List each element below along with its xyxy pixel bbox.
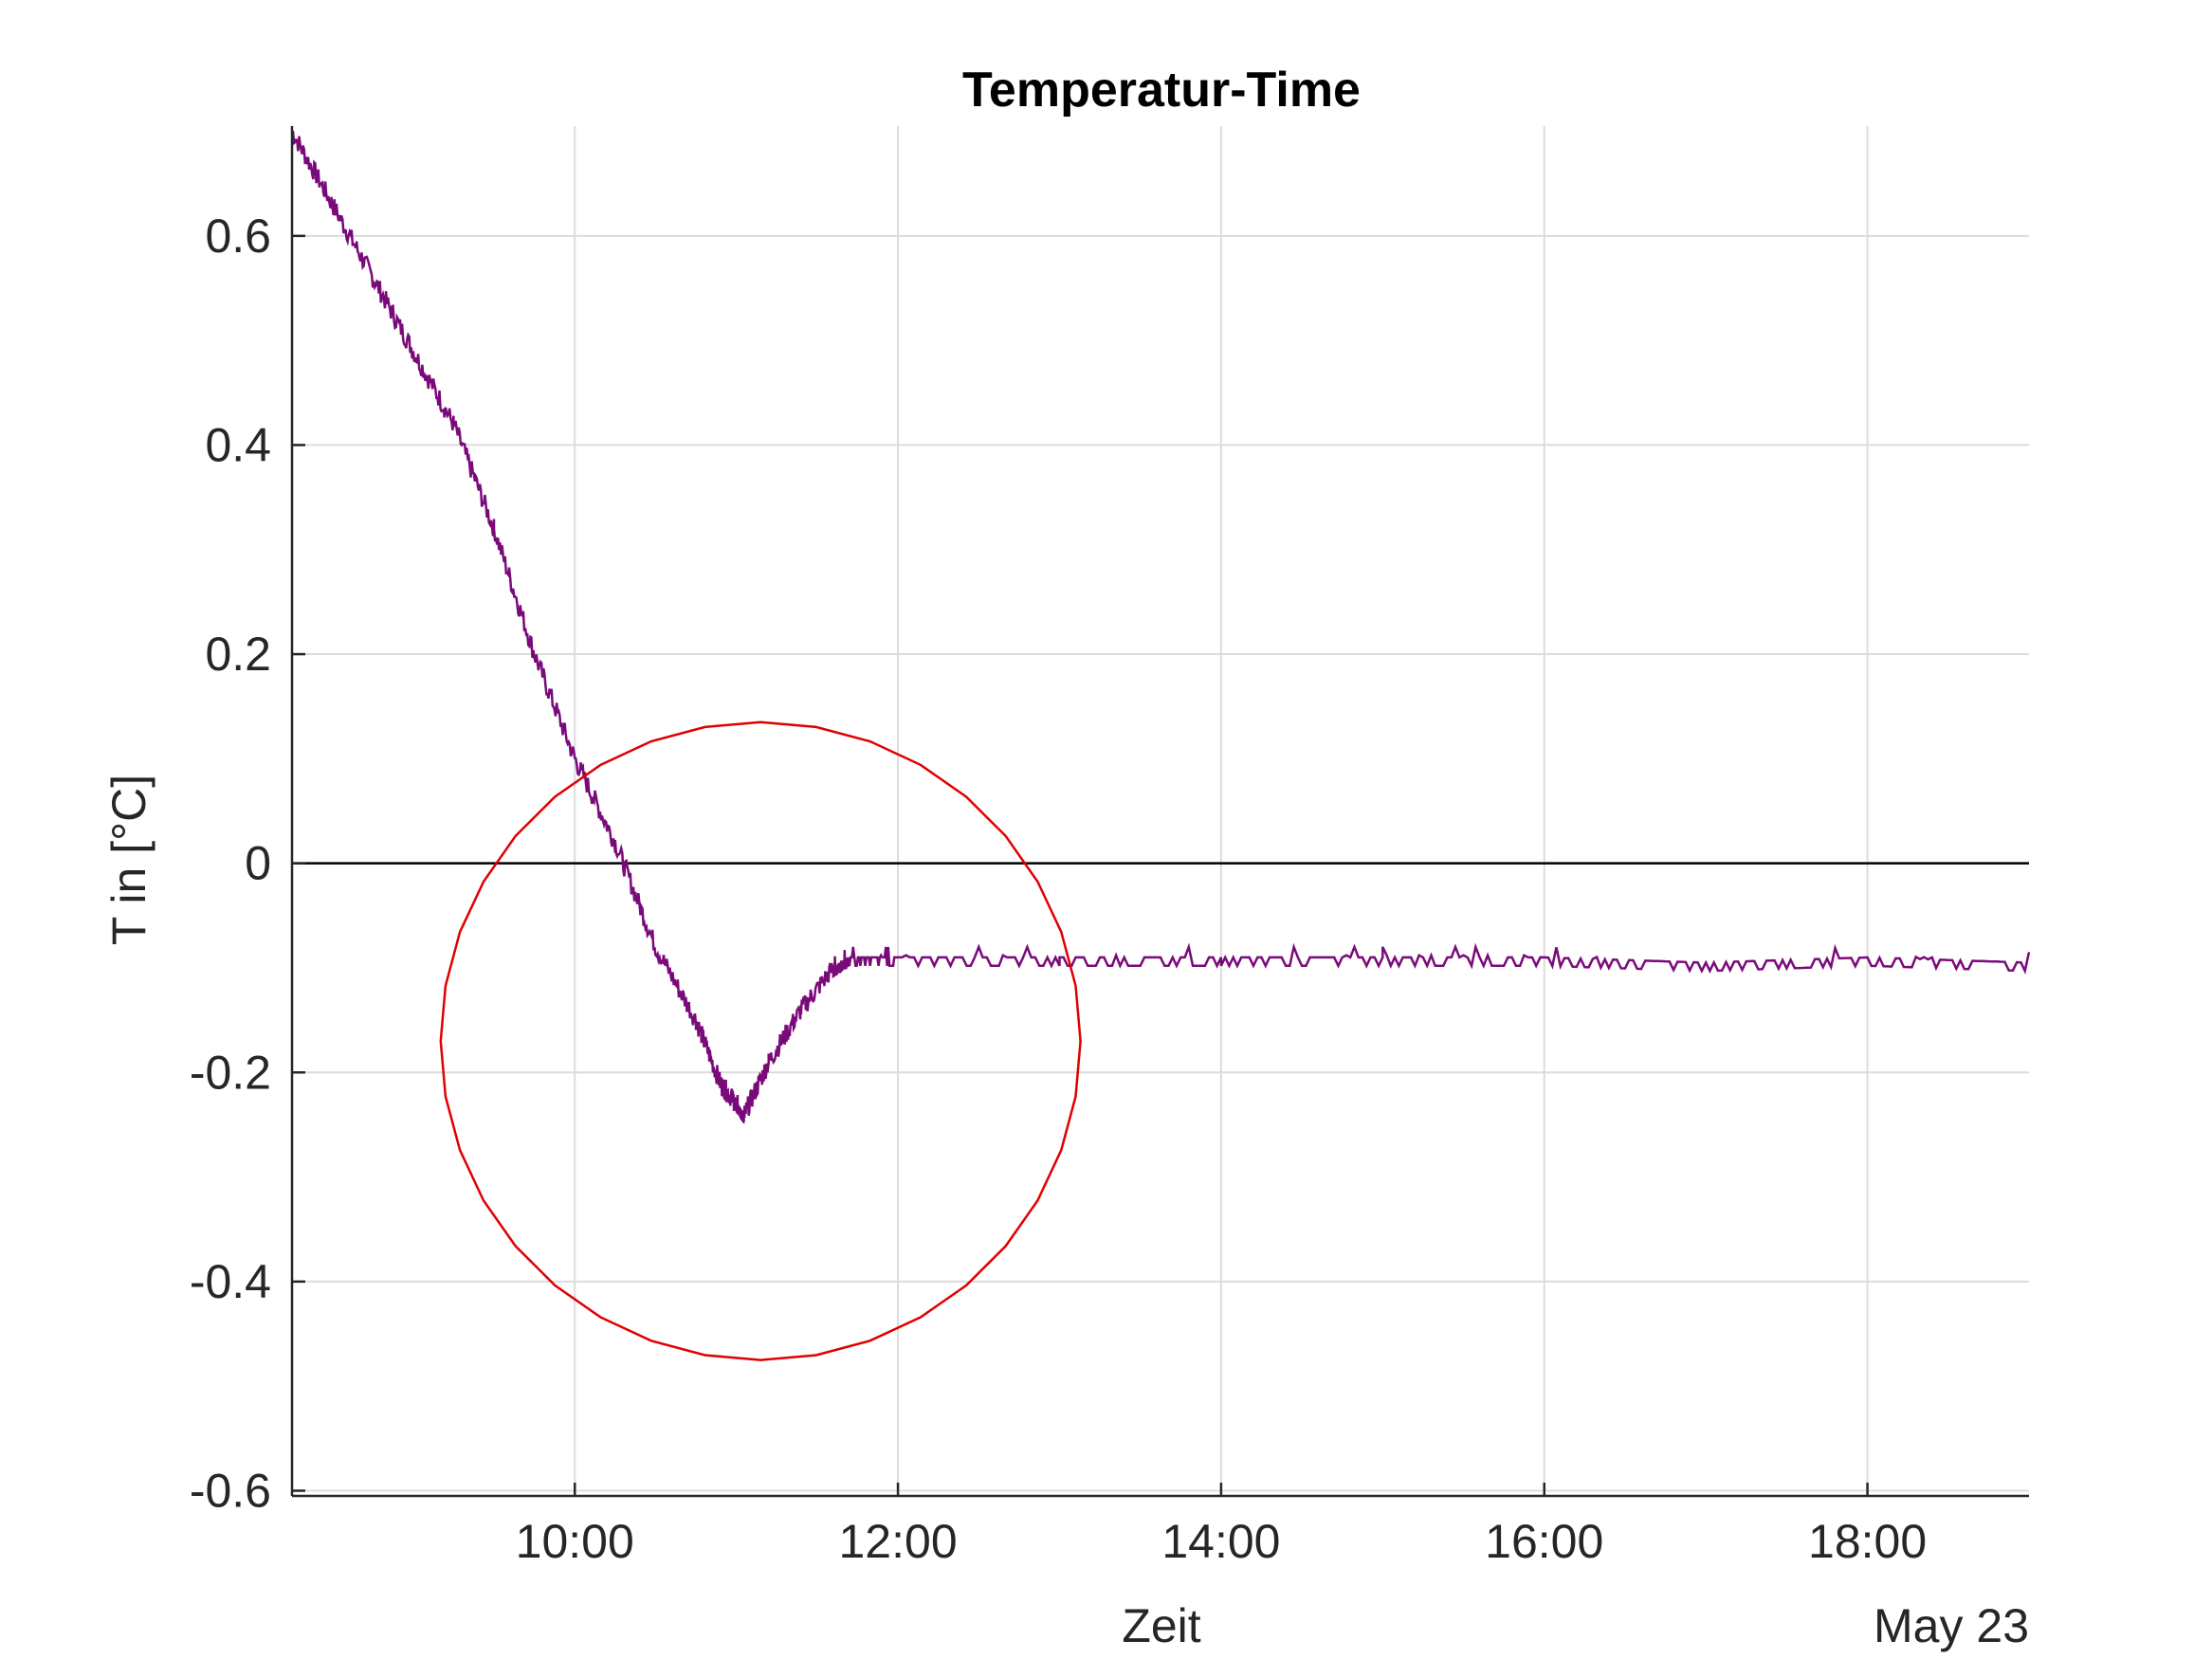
grid: [292, 126, 2029, 1496]
y-tick-label: 0.6: [205, 210, 271, 263]
chart-title: Temperatur-Time: [962, 63, 1361, 118]
y-tick-label: 0.2: [205, 628, 271, 681]
y-tick-label: -0.6: [190, 1464, 271, 1517]
x-tick-label: 18:00: [1808, 1515, 1927, 1568]
x-tick-label: 16:00: [1485, 1515, 1603, 1568]
y-axis-label: T in [°C]: [102, 775, 155, 945]
series-layer: [291, 130, 2031, 1124]
annotation-layer: [439, 720, 1082, 1361]
y-ticks: -0.6 -0.4 -0.2 0 0.2 0.4 0.6: [190, 210, 305, 1517]
x-tick-label: 10:00: [516, 1515, 634, 1568]
axes: [290, 126, 2029, 1498]
x-axis-label: Zeit: [1122, 1599, 1200, 1652]
temperature-series-line: [291, 130, 2031, 1124]
x-tick-label: 14:00: [1161, 1515, 1280, 1568]
date-label: May 23: [1874, 1599, 2029, 1652]
y-tick-label: 0: [245, 837, 271, 890]
y-tick-label: -0.4: [190, 1255, 271, 1308]
x-tick-label: 12:00: [839, 1515, 958, 1568]
x-ticks: 10:00 12:00 14:00 16:00 18:00: [516, 1483, 1927, 1568]
y-tick-label: -0.2: [190, 1046, 271, 1099]
highlight-circle-annotation: [439, 720, 1082, 1361]
y-tick-label: 0.4: [205, 418, 271, 471]
